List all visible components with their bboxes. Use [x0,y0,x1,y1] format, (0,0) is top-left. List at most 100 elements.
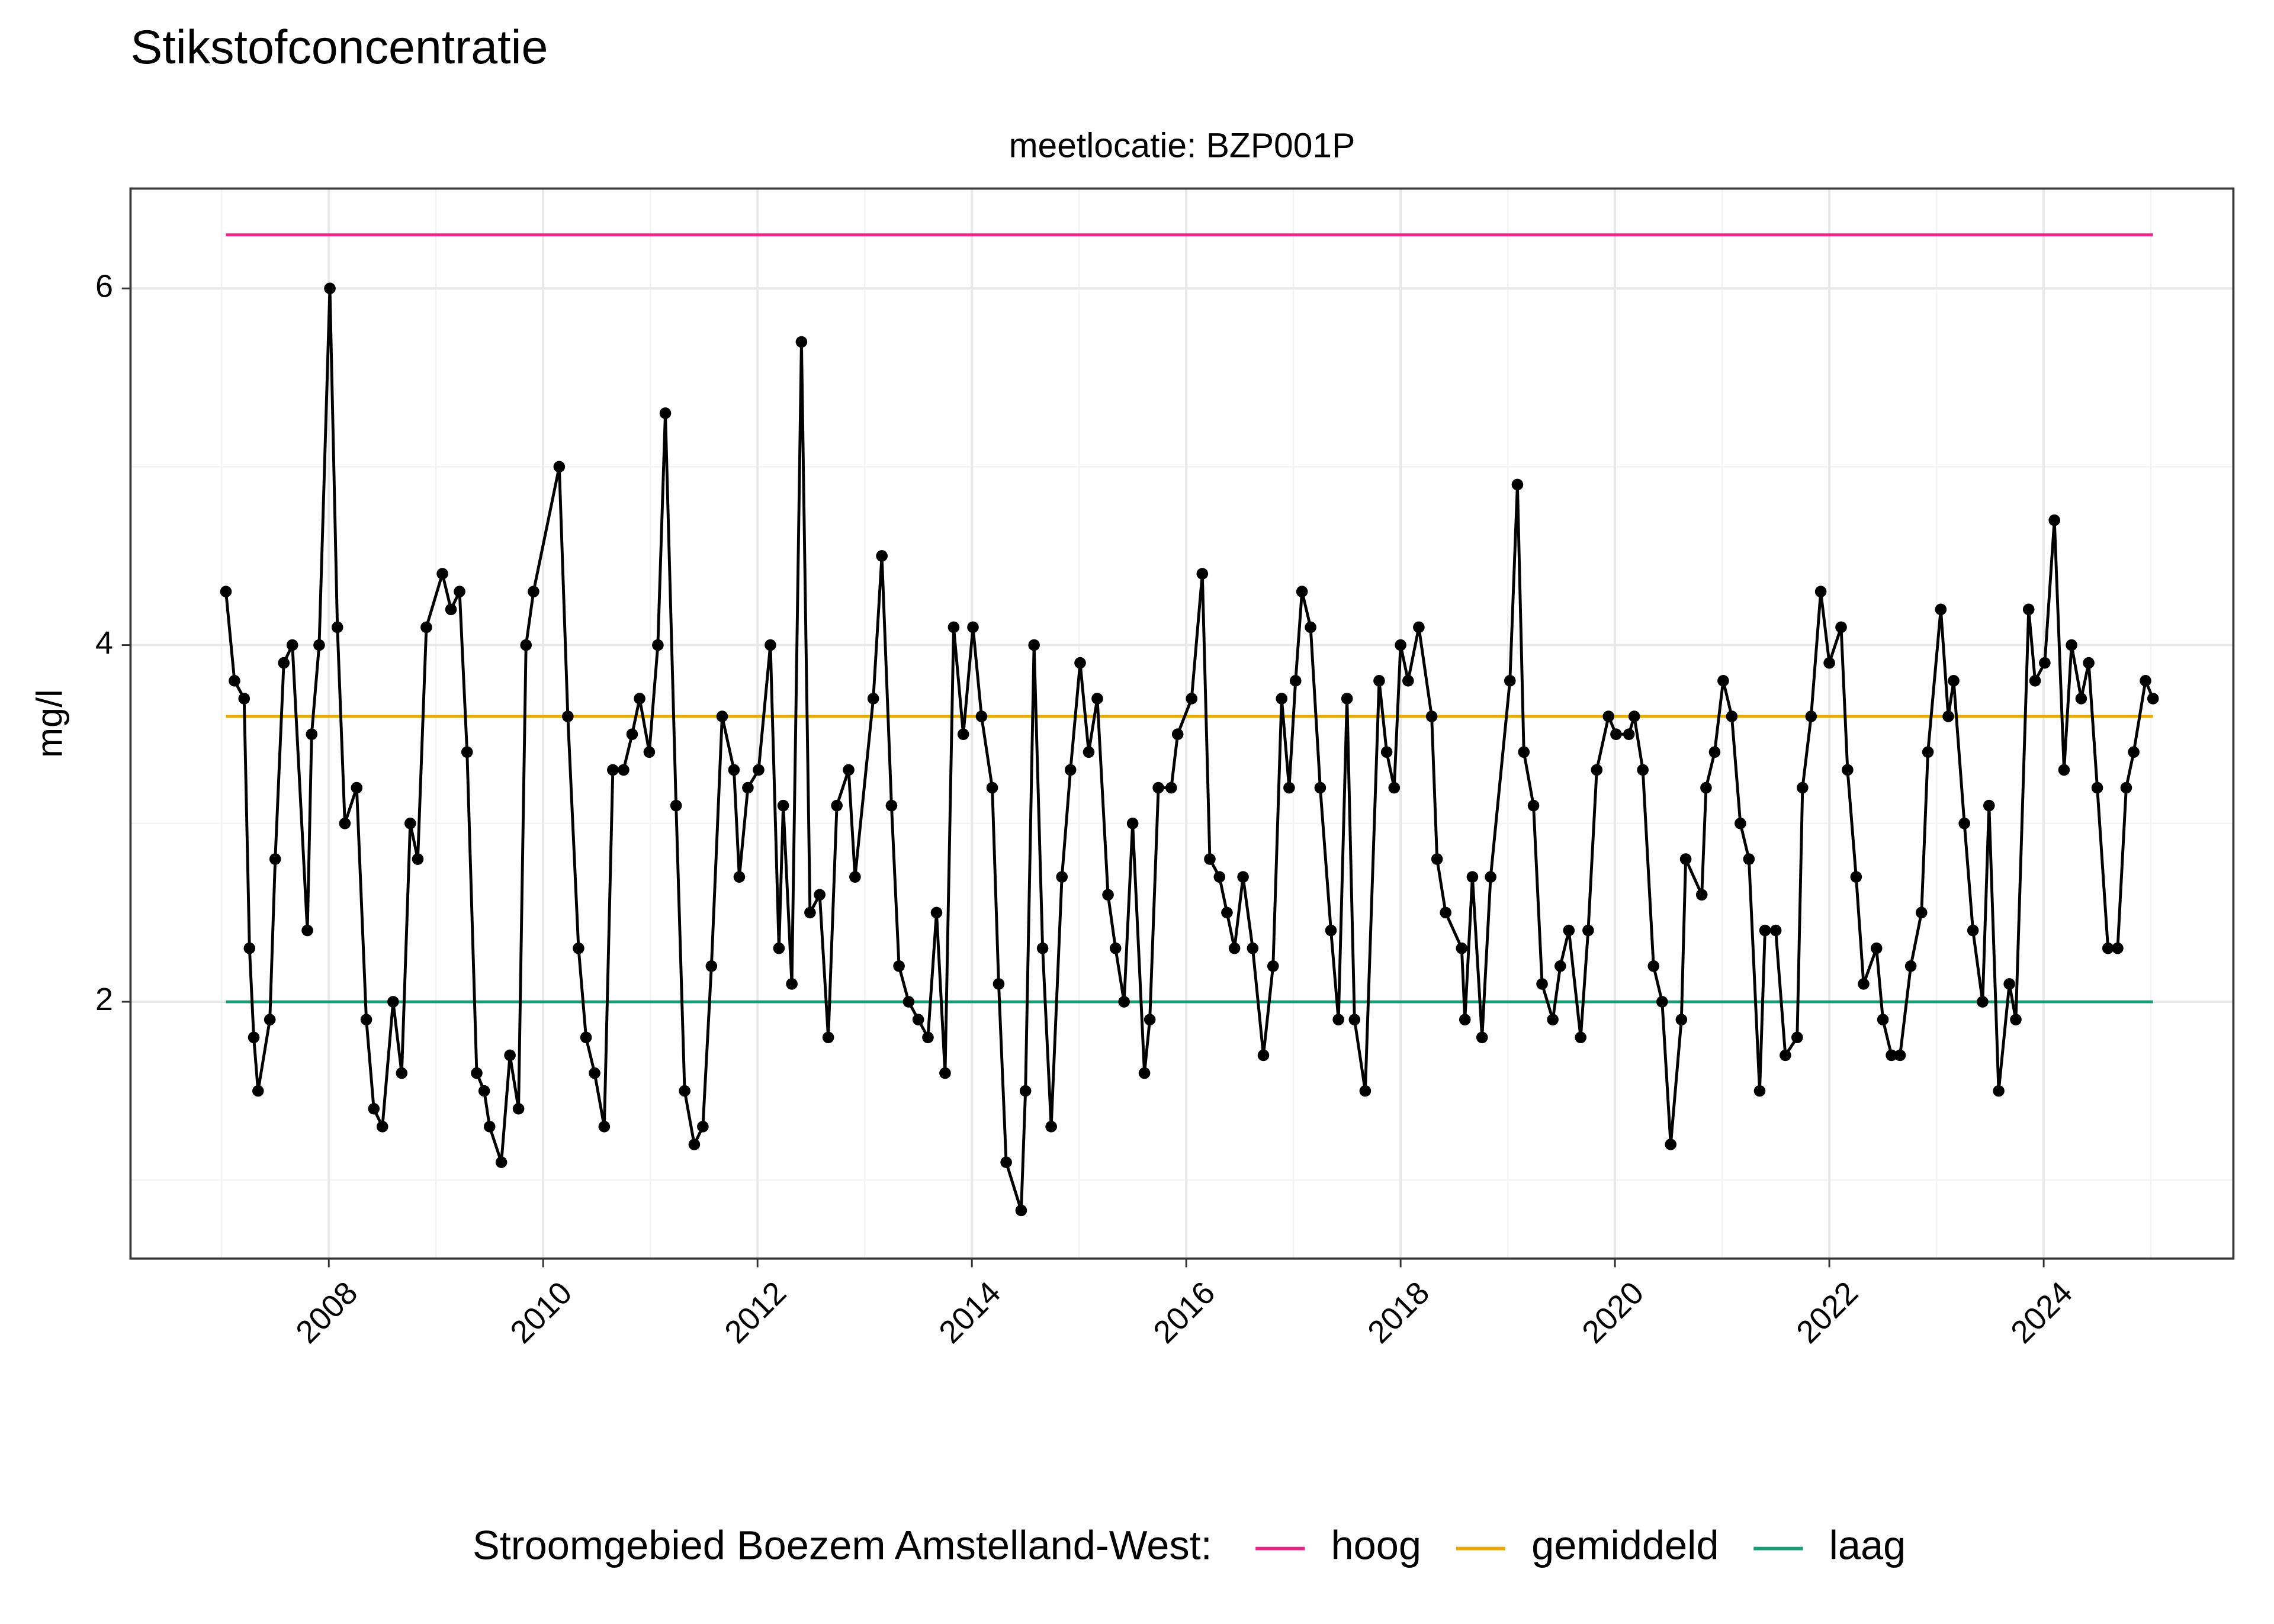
data-point [1563,924,1575,937]
data-point [2058,764,2070,776]
data-point [306,728,318,740]
data-point [420,621,432,633]
data-point [1000,1156,1012,1168]
data-point [589,1067,600,1079]
data-point [454,586,465,598]
data-point [1780,1049,1791,1062]
data-point [930,906,943,919]
data-point [849,871,861,883]
data-point [1700,782,1712,794]
data-point [1835,621,1847,633]
data-point [659,407,672,419]
data-point [436,568,448,580]
data-point [822,1031,834,1044]
data-point [238,693,250,705]
data-point [795,336,808,348]
data-point [2140,675,2151,687]
data-point [1456,942,1468,954]
data-point [331,621,343,633]
data-point [220,586,232,598]
data-point [1958,818,1970,829]
data-point [1948,675,1960,687]
data-point [1083,746,1095,758]
data-point [1647,960,1660,972]
data-point [1373,675,1385,687]
data-point [1459,1014,1471,1025]
data-point [1695,889,1708,901]
data-point [2003,978,2015,990]
data-point [1485,871,1496,883]
data-point [2066,639,2077,651]
data-point [777,799,789,812]
data-point [387,996,399,1008]
data-point [2039,657,2051,669]
panel-border [129,187,2235,1260]
data-point [1395,639,1406,651]
data-point [1064,764,1077,776]
y-tick-label: 2 [95,982,113,1017]
data-point [1850,871,1862,883]
data-point [1518,746,1530,758]
data-point [1623,728,1635,740]
data-point [1791,1031,1803,1044]
data-point [1942,710,1954,722]
data-point [471,1067,483,1079]
data-point [1628,710,1640,722]
data-point [912,1014,924,1025]
data-point [2128,746,2140,758]
y-tick-label: 4 [95,625,113,661]
data-point [445,603,457,616]
data-point [2022,603,2035,616]
data-point [264,1014,276,1025]
data-point [1056,871,1068,883]
data-point [1708,746,1721,758]
data-point [528,586,539,598]
data-point [1221,906,1233,919]
data-point [967,621,979,633]
data-point [598,1121,611,1133]
data-point [1536,978,1548,990]
data-point [278,657,290,669]
data-line [224,287,2154,1212]
data-point [1575,1031,1586,1044]
data-point [1547,1014,1559,1025]
data-point [728,764,740,776]
data-point [1074,657,1086,669]
data-point [1045,1121,1057,1133]
data-point [1325,924,1337,937]
data-point [986,782,998,794]
data-point [2075,693,2087,705]
data-point [697,1121,709,1133]
data-point [2102,942,2114,954]
data-point [248,1031,260,1044]
data-point [670,799,682,812]
data-point [1186,693,1198,705]
data-point [1118,996,1130,1008]
data-point [2010,1014,2022,1025]
legend-title: Stroomgebied Boezem Amstelland-West: [473,1523,1212,1568]
data-point [1894,1049,1906,1062]
data-point [1797,782,1809,794]
data-point [1753,1085,1766,1097]
data-point [1858,978,1870,990]
data-point [1171,728,1184,740]
data-point [885,799,898,812]
data-point [1504,675,1516,687]
data-point [1165,782,1177,794]
data-point [1743,853,1755,865]
data-point [705,960,718,972]
data-point [876,550,888,562]
data-point [1823,657,1835,669]
data-point [1675,1014,1688,1025]
data-point [1591,764,1603,776]
data-point [376,1121,388,1133]
data-point [339,818,351,829]
data-point [1870,942,1883,954]
data-point [607,764,619,776]
data-point [643,746,656,758]
data-point [975,710,988,722]
data-point [1402,675,1414,687]
chart-title: Stikstofconcentratie [130,21,548,74]
data-point [520,639,532,651]
